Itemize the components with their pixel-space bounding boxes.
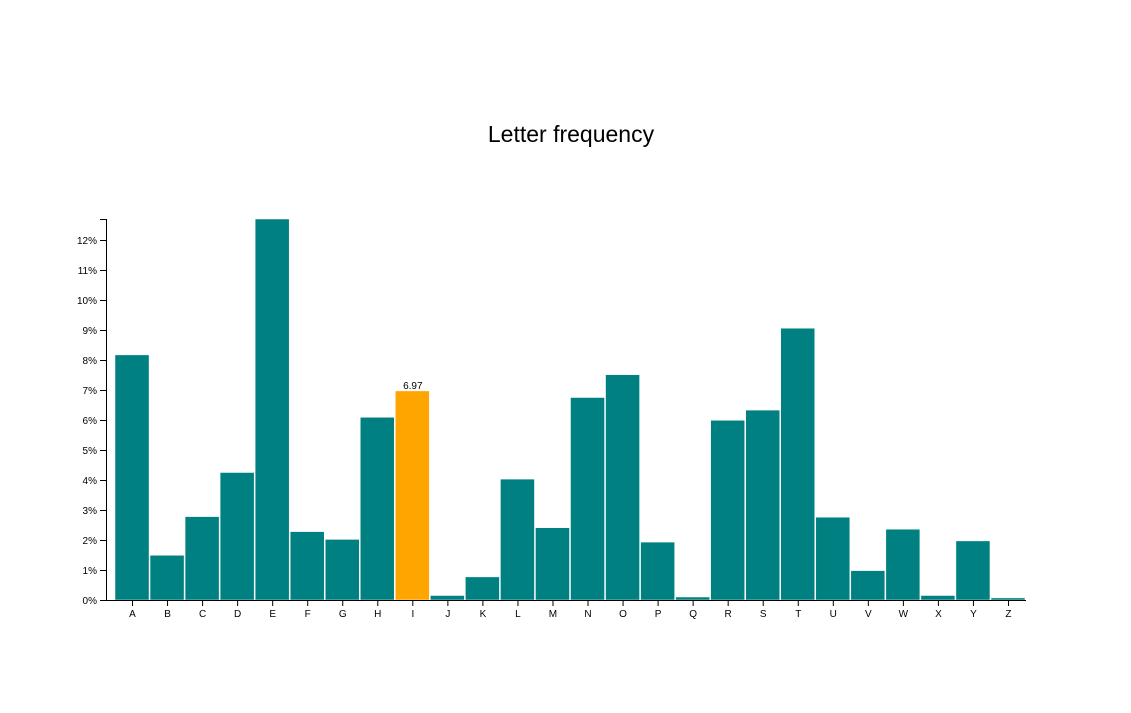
bar-k[interactable] xyxy=(465,576,500,601)
x-tick-label: N xyxy=(584,609,591,620)
x-tick-label: X xyxy=(935,609,942,620)
x-tick-label: U xyxy=(830,609,837,620)
x-tick-label: S xyxy=(760,609,767,620)
y-tick-label: 10% xyxy=(77,296,97,307)
bar-u[interactable] xyxy=(815,516,851,601)
x-axis: A B C D E F G H I J K L M N O P Q R S T U V W X Y Z xyxy=(106,600,1026,620)
x-tick-label: L xyxy=(515,609,521,620)
bar-t[interactable] xyxy=(780,327,816,601)
bar-f[interactable] xyxy=(289,531,325,601)
x-tick-label: P xyxy=(655,609,662,620)
y-tick-label: 11% xyxy=(78,266,97,277)
bar-s[interactable] xyxy=(745,409,780,601)
x-tick-label: V xyxy=(865,609,872,620)
bars-layer xyxy=(114,218,1026,601)
bar-value-label: 6.97 xyxy=(403,381,423,392)
x-tick-label: G xyxy=(339,609,347,620)
bar-q[interactable] xyxy=(675,596,710,601)
x-tick-label: E xyxy=(269,609,276,620)
y-tick-label: 7% xyxy=(83,386,98,397)
x-tick-label: D xyxy=(234,609,241,620)
bar-p[interactable] xyxy=(640,541,675,601)
x-tick-label: J xyxy=(445,609,450,620)
y-axis: 0% 1% 2% 3% 4% 5% 6% 7% 8% 9% 10% 11% 12% xyxy=(77,219,107,607)
x-tick-label: F xyxy=(305,609,311,620)
x-tick-label: H xyxy=(374,609,381,620)
bar-j[interactable] xyxy=(430,595,465,601)
x-tick-label: A xyxy=(129,609,136,620)
y-tick-label: 0% xyxy=(83,596,98,607)
x-tick-label: M xyxy=(549,609,557,620)
y-tick-label: 1% xyxy=(83,566,98,577)
y-tick-label: 12% xyxy=(77,236,97,247)
bar-b[interactable] xyxy=(149,555,185,601)
bar-m[interactable] xyxy=(535,527,570,601)
x-tick-label: T xyxy=(795,609,801,620)
y-tick-label: 6% xyxy=(83,416,98,427)
bar-r[interactable] xyxy=(710,420,745,601)
x-tick-label: W xyxy=(899,609,909,620)
bar-z[interactable] xyxy=(990,597,1026,601)
x-tick-label: K xyxy=(480,609,487,620)
y-tick-label: 9% xyxy=(83,326,98,337)
y-tick-label: 5% xyxy=(83,446,98,457)
bar-h[interactable] xyxy=(360,417,395,601)
y-tick-label: 4% xyxy=(83,476,98,487)
bar-l[interactable] xyxy=(500,478,535,601)
x-tick-label: B xyxy=(164,609,171,620)
bar-g[interactable] xyxy=(324,539,360,601)
bar-c[interactable] xyxy=(184,516,220,601)
y-tick-label: 2% xyxy=(83,536,98,547)
x-tick-label: I xyxy=(411,609,414,620)
y-tick-label: 3% xyxy=(83,506,98,517)
x-tick-label: Z xyxy=(1005,609,1011,620)
bar-e[interactable] xyxy=(254,218,290,601)
x-tick-label: Y xyxy=(970,609,977,620)
x-tick-label: O xyxy=(619,609,627,620)
bar-y[interactable] xyxy=(955,540,991,601)
chart-title: Letter frequency xyxy=(487,121,655,147)
x-tick-label: C xyxy=(199,609,206,620)
bar-a[interactable] xyxy=(114,354,150,601)
x-tick-label: R xyxy=(725,609,732,620)
x-tick-label: Q xyxy=(689,609,697,620)
labels-layer: 6.97 xyxy=(403,381,423,392)
bar-d[interactable] xyxy=(219,472,255,601)
bar-v[interactable] xyxy=(850,570,886,601)
bar-x[interactable] xyxy=(920,595,956,601)
y-tick-label: 8% xyxy=(83,356,98,367)
bar-w[interactable] xyxy=(885,528,921,601)
bar-i[interactable] xyxy=(395,390,430,601)
bar-o[interactable] xyxy=(605,374,640,601)
bar-n[interactable] xyxy=(570,397,605,601)
